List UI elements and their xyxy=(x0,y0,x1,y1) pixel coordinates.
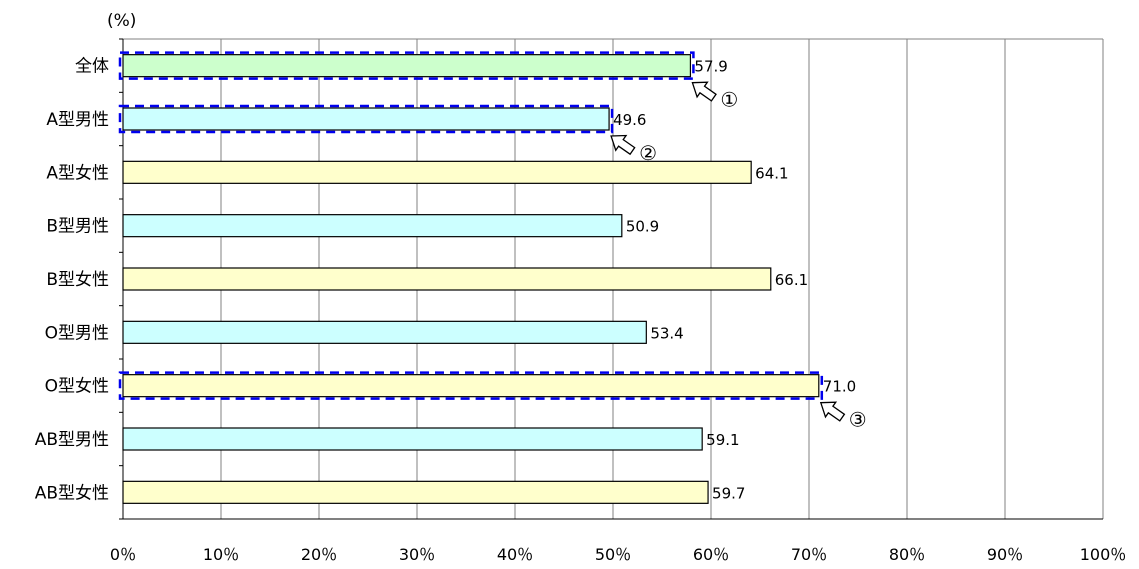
bar xyxy=(122,427,703,451)
x-tick-label: 80％ xyxy=(889,545,925,564)
category-label: 全体 xyxy=(75,57,109,77)
annotation-label: ③ xyxy=(849,408,867,432)
highlight-outline xyxy=(118,104,614,134)
x-tick-label: 90％ xyxy=(987,545,1023,564)
value-labels: 57.9 49.6 64.1 50.9 66.1 53.4 71.0 59.1 59.7 xyxy=(613,58,856,503)
x-tick-label: 40％ xyxy=(497,545,533,564)
highlight-outline xyxy=(118,371,824,400)
annotation-label: ① xyxy=(720,88,738,112)
bar xyxy=(122,374,820,398)
bar xyxy=(122,54,692,78)
arrow-icon xyxy=(819,401,846,422)
x-tick-label: 10％ xyxy=(203,545,239,564)
arrow-shape xyxy=(691,81,717,102)
x-tick-label: 60％ xyxy=(693,545,729,564)
annotation-label: ② xyxy=(639,141,657,165)
value-label: 49.6 xyxy=(613,111,646,129)
value-label: 66.1 xyxy=(775,271,808,289)
arrow-shape xyxy=(819,401,846,422)
bar xyxy=(122,267,772,291)
value-label: 53.4 xyxy=(650,324,683,342)
value-label: 71.0 xyxy=(823,378,856,396)
x-tick-label: 20％ xyxy=(301,545,337,564)
category-label: B型男性 xyxy=(46,217,109,237)
unit-label: (%) xyxy=(107,11,136,31)
arrow-icon xyxy=(610,134,636,156)
bar xyxy=(122,214,623,238)
bar xyxy=(122,160,752,184)
x-tick-label: 30％ xyxy=(399,545,435,564)
highlight-outlines xyxy=(118,51,824,400)
category-label: A型男性 xyxy=(46,110,109,130)
category-label: A型女性 xyxy=(46,163,109,183)
value-label: 59.1 xyxy=(706,431,739,449)
value-label: 64.1 xyxy=(755,164,788,182)
annotation-markers: ① ② ③ xyxy=(610,81,867,432)
category-label: O型男性 xyxy=(45,323,109,343)
category-label: O型女性 xyxy=(45,377,109,397)
value-label: 57.9 xyxy=(694,58,727,76)
value-label: 50.9 xyxy=(626,218,659,236)
x-axis-tick-labels: 0％ 10％ 20％ 30％ 40％ 50％ 60％ 70％ 80％ 90％ 100％ xyxy=(110,545,1126,564)
bar xyxy=(122,480,709,504)
category-label: AB型男性 xyxy=(35,430,109,450)
arrow-icon xyxy=(691,81,717,102)
highlight-outline xyxy=(118,51,695,80)
x-tick-label: 70％ xyxy=(791,545,827,564)
y-axis-category-labels: 全体 A型男性 A型女性 B型男性 B型女性 O型男性 O型女性 AB型男性 AB型女性 xyxy=(35,57,109,504)
category-label: AB型女性 xyxy=(35,483,109,503)
x-tick-label: 0％ xyxy=(110,545,136,564)
value-label: 59.7 xyxy=(712,484,745,502)
x-tick-label: 50％ xyxy=(595,545,631,564)
x-tick-label: 100％ xyxy=(1080,545,1127,564)
arrow-shape xyxy=(610,134,636,156)
category-label: B型女性 xyxy=(46,270,109,290)
bar xyxy=(122,320,647,344)
bars xyxy=(122,54,820,504)
bar xyxy=(122,107,610,131)
